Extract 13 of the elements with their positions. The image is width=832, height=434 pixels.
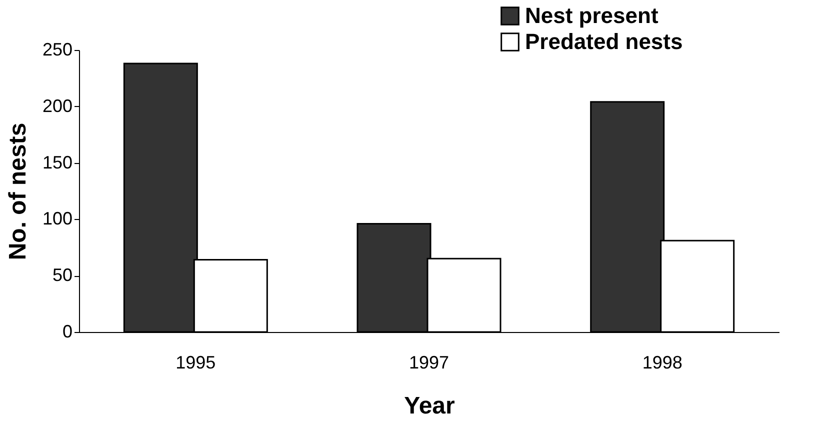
y-tick-label: 150 — [42, 152, 72, 172]
x-tick-label: 1997 — [408, 352, 450, 372]
x-tick-label: 1998 — [642, 352, 682, 372]
y-tick-label: 200 — [42, 96, 72, 116]
y-tick-label: 100 — [42, 208, 72, 229]
legend-label: Predated nests — [525, 29, 683, 54]
x-tick-label: 1995 — [176, 352, 216, 372]
y-tick-label: 50 — [52, 265, 72, 286]
y-tick-label: 250 — [42, 40, 72, 60]
y-axis-title: No. of nests — [4, 122, 32, 260]
x-axis-title: Year — [404, 392, 455, 420]
y-tick-label: 0 — [62, 322, 72, 342]
legend-label: Nest present — [525, 3, 659, 28]
